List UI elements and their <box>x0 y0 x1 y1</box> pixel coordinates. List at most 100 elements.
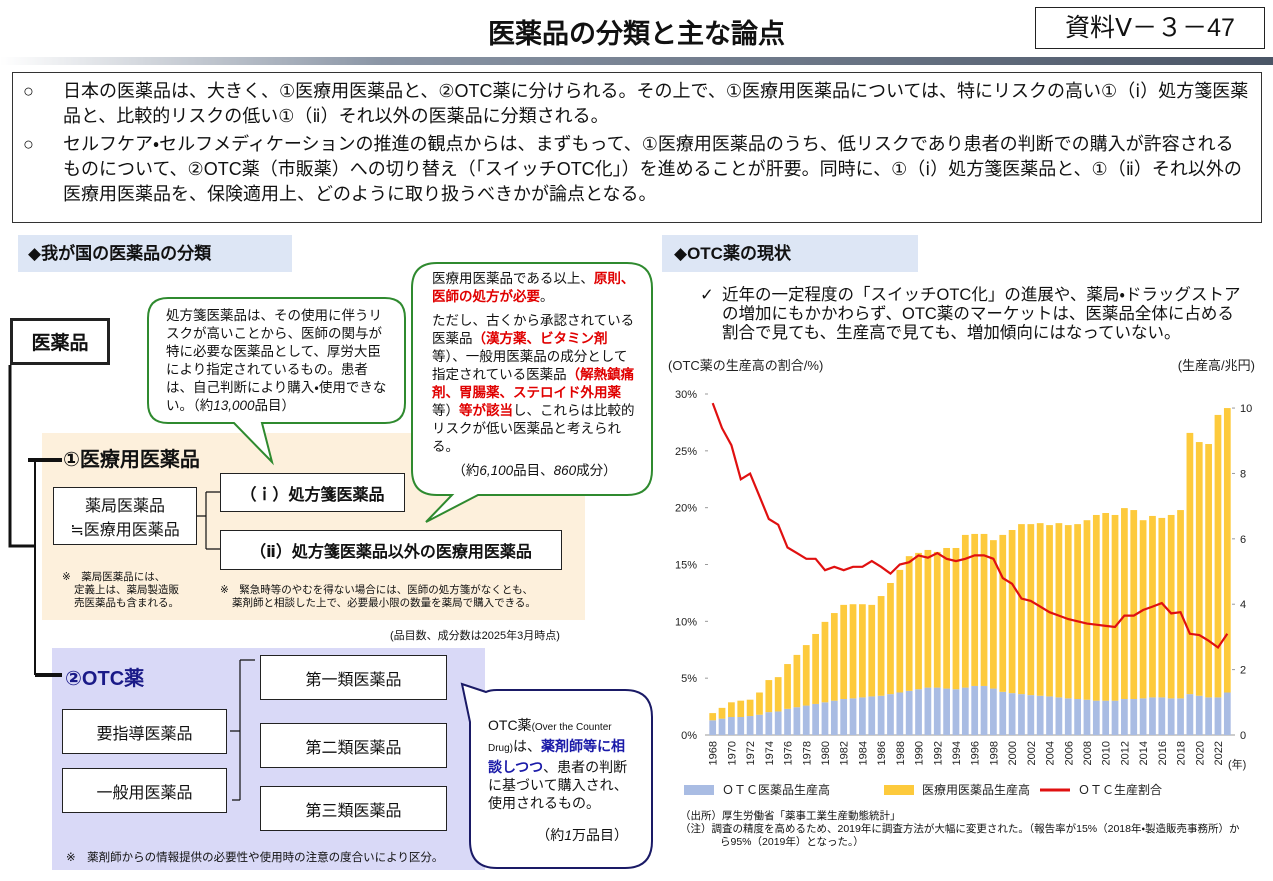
bar <box>821 621 829 703</box>
bar <box>774 677 782 712</box>
bar <box>1018 694 1025 735</box>
bar <box>718 707 726 719</box>
bar <box>877 596 885 696</box>
bar <box>728 717 735 735</box>
legend-label: 医療用医薬品生産高 <box>922 783 1030 797</box>
bar <box>1158 697 1166 735</box>
x-tick-label: 2002 <box>1026 741 1038 765</box>
legend-swatch <box>884 785 914 795</box>
otc-box: 第二類医薬品 <box>260 723 447 768</box>
summary-text: 日本の医薬品は、大きく、①医療用医薬品と、②OTC薬に分けられる。その上で、①医… <box>63 81 1249 126</box>
otc-box: 第一類医薬品 <box>260 655 447 700</box>
bar <box>943 688 950 735</box>
bar <box>802 705 810 735</box>
bar <box>980 533 988 686</box>
bar <box>784 708 791 735</box>
x-tick-label: 1976 <box>783 741 795 765</box>
note: ※ 薬剤師からの情報提供の必要性や使用時の注意の度合いにより区分。 <box>66 852 444 864</box>
text: （解熱鎮痛剤、胃腸薬、ステロイド外用薬 <box>432 367 635 400</box>
bar <box>887 582 894 695</box>
bar <box>737 700 745 718</box>
note-line: 売医薬品も含まれる。 <box>74 597 179 609</box>
bubble-outline <box>411 262 653 523</box>
text: OTC薬 <box>488 717 532 733</box>
bar <box>821 702 829 735</box>
bar <box>793 654 801 708</box>
doc-id: 資料Ⅴ－３－47 <box>1035 7 1265 49</box>
x-tick-label: 2016 <box>1157 741 1169 765</box>
legend-label: ＯＴＣ生産割合 <box>1078 783 1162 797</box>
bar <box>1046 696 1053 735</box>
bar <box>1121 508 1128 700</box>
bar <box>737 717 745 735</box>
bar <box>784 664 791 709</box>
x-tick-label: 1994 <box>951 741 963 765</box>
text: し、これらは比較的リスクが低い医薬品と考えられる。 <box>432 403 635 454</box>
text: 処方箋医薬品は、その使用に伴うリスクが高いことから、医師の関与が特に必要な医薬品… <box>166 308 387 413</box>
text: 等） <box>432 403 459 418</box>
y-tick-label: 25% <box>675 446 697 458</box>
bar <box>1223 692 1231 735</box>
x-tick-label: 2014 <box>1138 741 1150 765</box>
x-axis-label: (年) <box>1228 757 1246 771</box>
bar <box>859 697 866 735</box>
bar <box>1055 697 1063 735</box>
bar <box>1092 700 1100 735</box>
note-line: 定義上は、薬局製造販 <box>74 584 179 596</box>
y-tick-label: 20% <box>675 503 697 515</box>
y2-tick-label: 10 <box>1240 403 1252 415</box>
y2-tick-label: 6 <box>1240 534 1246 546</box>
bar <box>896 692 904 735</box>
bar <box>887 694 894 735</box>
bar <box>1083 699 1091 735</box>
bar <box>905 690 913 735</box>
bar <box>1205 697 1212 735</box>
note-line: ※ 緊急時等のやむを得ない場合には、医師の処方箋がなくとも、 <box>220 584 533 596</box>
bar <box>896 569 904 693</box>
bar <box>1027 524 1035 696</box>
category-title: ②OTC薬 <box>65 668 145 690</box>
bar <box>980 685 988 735</box>
status-bullet: ✓ 近年の一定程度の「スイッチOTC化」の進展や、薬局・ドラッグストアの増加にもか… <box>700 286 1248 343</box>
y-tick-label: 15% <box>675 560 697 572</box>
bar <box>999 691 1007 735</box>
bar <box>1167 514 1175 699</box>
text: 1 <box>564 827 572 843</box>
category-title: ①医療用医薬品 <box>63 449 200 471</box>
bar <box>924 687 932 735</box>
bar <box>1214 414 1222 698</box>
text: 、患者の判断に基づいて購入され、使用されるもの。 <box>488 759 628 811</box>
bar <box>849 698 857 735</box>
bar <box>1083 520 1091 700</box>
bar <box>1092 514 1100 701</box>
bar <box>718 718 726 735</box>
y2-tick-label: 0 <box>1240 730 1246 742</box>
bar <box>774 711 782 735</box>
bar <box>1195 695 1203 735</box>
x-tick-label: 2012 <box>1119 741 1131 765</box>
text: 860 <box>553 463 577 478</box>
note-line: 薬剤師と相談した上で、必要最小限の数量を薬局で購入できる。 <box>232 597 536 609</box>
note: ※ 緊急時等のやむを得ない場合には、医師の処方箋がなくとも、 薬剤師と相談した上… <box>220 584 536 610</box>
bar <box>868 604 876 697</box>
section-heading: ◆OTC薬の現状 <box>662 235 918 272</box>
bar <box>1074 699 1081 735</box>
bar <box>877 695 885 735</box>
text: ただし、古くから承認されている医薬品 <box>432 313 635 346</box>
note-line: ※ 薬局医薬品には、 <box>62 571 166 583</box>
bar <box>765 712 773 735</box>
bar <box>990 688 997 735</box>
bar <box>1027 695 1035 735</box>
bar <box>830 613 838 701</box>
summary-item: ○ 日本の医薬品は、大きく、①医療用医薬品と、②OTC薬に分けられる。その上で、①… <box>23 79 1251 129</box>
chart-notes: （出所）厚生労働省「薬事工業生産動態統計」 （注）調査の精度を高めるため、201… <box>680 810 1250 849</box>
x-tick-label: 1974 <box>764 741 776 765</box>
bar <box>1064 525 1072 699</box>
bar <box>1186 694 1194 735</box>
x-tick-label: 1982 <box>839 741 851 765</box>
bar <box>849 604 857 699</box>
text: 品目、 <box>513 463 554 478</box>
y-tick-label: 0% <box>681 730 697 742</box>
bar <box>1064 698 1072 735</box>
